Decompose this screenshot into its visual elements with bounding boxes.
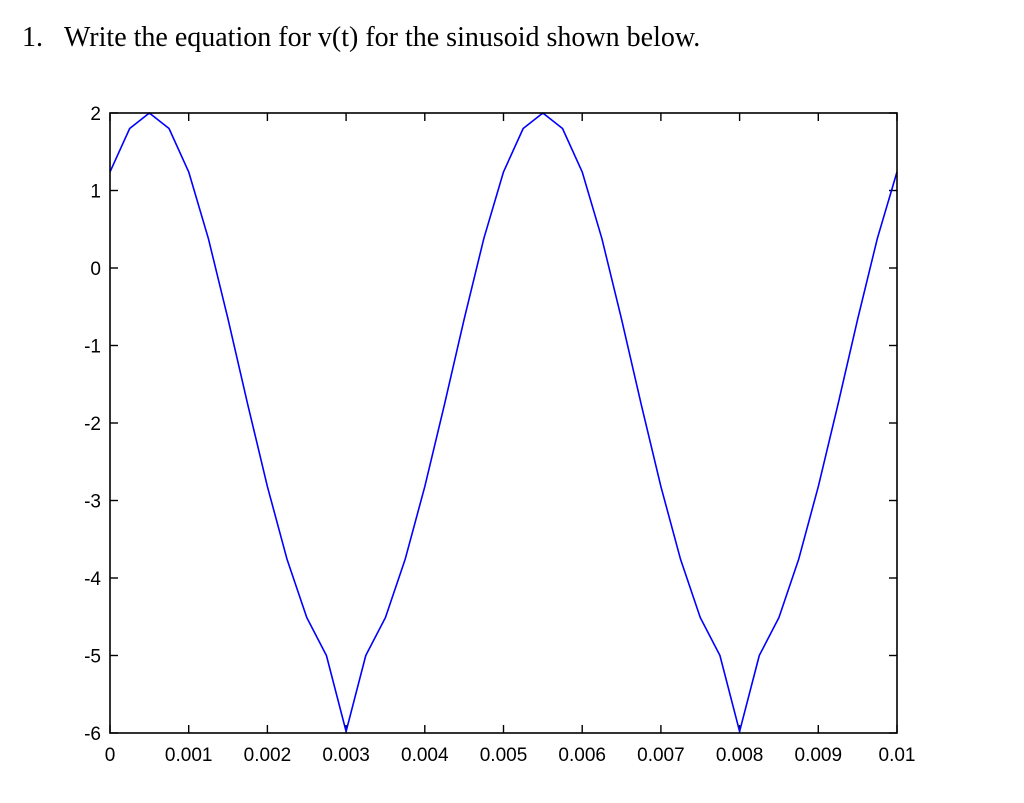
y-tick-label: 1 (90, 182, 101, 203)
sinusoid-curve (109, 112, 898, 733)
x-tick-label: 0.003 (322, 745, 370, 766)
y-tick-label: -1 (84, 337, 101, 358)
x-tick-label: 0.009 (795, 745, 843, 766)
question-text: Write the equation for v(t) for the sinu… (64, 22, 701, 53)
x-tick-label: 0.001 (165, 745, 213, 766)
x-tick-label: 0.004 (401, 745, 449, 766)
y-tick-label: 0 (90, 259, 101, 280)
x-tick-label: 0.006 (558, 745, 606, 766)
y-tick-label: 2 (90, 104, 101, 125)
x-tick-label: 0.008 (716, 745, 764, 766)
tick-labels: 0 0.001 0.002 0.003 0.004 0.005 0.006 0.007 0.00… (84, 104, 915, 766)
axis-ticks (109, 112, 898, 734)
plot-frame (109, 112, 898, 734)
x-tick-label: 0.005 (480, 745, 528, 766)
y-tick-label: -6 (84, 724, 101, 745)
question-number: 1. (22, 22, 43, 53)
y-tick-label: -4 (84, 569, 101, 590)
x-tick-label: 0.002 (244, 745, 292, 766)
question: 1. Write the equation for v(t) for the si… (22, 22, 700, 54)
x-tick-label: 0.01 (879, 745, 916, 766)
x-tick-label: 0.007 (637, 745, 685, 766)
y-tick-label: -3 (84, 492, 101, 513)
y-tick-label: -5 (84, 647, 101, 668)
x-tick-label: 0 (105, 745, 116, 766)
y-tick-label: -2 (84, 414, 101, 435)
